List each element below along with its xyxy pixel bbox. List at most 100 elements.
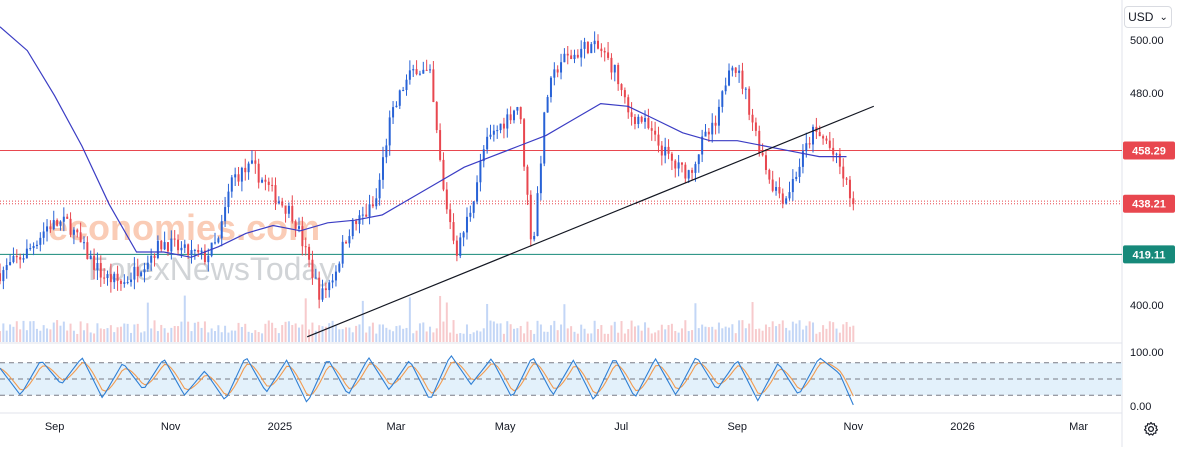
volume-bar [791,321,794,342]
candle-body [442,159,445,190]
volume-bar [388,329,391,342]
volume-bar [801,329,804,342]
volume-bar [674,330,677,342]
candle-body [49,226,52,230]
candle-body [664,146,667,156]
volume-bar [640,330,643,342]
volume-bar [284,321,287,342]
y-tick-label: 500.00 [1130,35,1164,47]
volume-bar [496,323,499,342]
volume-bar [52,322,55,342]
volume-bar [29,321,32,342]
candle-body [153,255,156,259]
candle-body [553,69,556,78]
volume-bar [22,320,25,342]
volume-bar [166,332,169,342]
settings-button[interactable] [1140,418,1162,440]
volume-bar [140,332,143,342]
candle-body [318,277,321,300]
volume-bar [738,320,741,342]
y-tick-label: 400.00 [1130,300,1164,312]
volume-bar [603,333,606,342]
volume-bar [203,321,206,342]
volume-bar [529,330,532,342]
candle-body [234,174,237,178]
volume-bar [106,328,109,342]
candle-body [328,282,331,291]
candle-body [573,54,576,60]
volume-bar [822,325,825,342]
candle-body [378,179,381,199]
candle-body [187,244,190,256]
candle-body [277,201,280,204]
currency-selector[interactable]: USD ⌄ [1124,6,1172,28]
candle-body [761,152,764,156]
candle-body [791,179,794,193]
volume-bar [187,321,190,342]
candle-body [173,238,176,240]
candle-body [9,262,12,266]
x-tick-label: Sep [45,421,65,433]
candle-body [412,69,415,71]
volume-bar [361,300,364,342]
volume-bar [136,323,139,342]
stochastic-d-line [0,361,854,397]
volume-bar [126,323,129,342]
candle-body [106,274,109,279]
candle-body [482,149,485,162]
candle-body [764,155,767,170]
volume-bar [113,332,116,342]
candle-body [86,242,89,260]
candle-body [805,143,808,152]
volume-bar [580,324,583,342]
volume-bar [465,324,468,342]
volume-bar [324,326,327,342]
candle-body [42,231,45,238]
volume-bar [291,325,294,342]
volume-bar [741,320,744,342]
volume-bar [472,332,475,342]
candle-body [449,209,452,223]
candle-body [12,256,15,263]
volume-bar [664,329,667,342]
volume-bar [751,302,754,342]
candle-body [126,282,129,284]
candle-body [351,220,354,237]
volume-bar [5,330,8,342]
candle-body [832,147,835,155]
chevron-down-icon: ⌄ [1159,11,1168,23]
candle-body [499,123,502,131]
candle-body [620,84,623,91]
volume-bar [103,329,106,342]
trendline[interactable] [306,105,875,338]
volume-bar [442,321,445,342]
candle-body [93,255,96,270]
volume-bar [714,329,717,342]
volume-bar [234,330,237,342]
volume-bar [754,329,757,342]
candle-body [381,157,384,180]
candle-body [623,90,626,98]
candle-body [119,280,122,284]
candle-body [274,185,277,204]
candle-body [69,218,72,235]
candle-body [778,187,781,194]
candle-body [254,160,257,164]
candle-body [338,263,341,272]
candle-body [197,249,200,253]
candle-body [513,110,516,121]
candle-body [287,205,290,214]
volume-bar [526,321,529,342]
volume-bar [630,320,633,342]
candle-body [395,105,398,108]
candle-body [640,116,643,122]
candle-body [146,262,149,270]
volume-bar [86,323,89,342]
volume-bar [647,327,650,342]
candle-body [227,191,230,208]
candle-body [418,73,421,75]
volume-bar [76,333,79,342]
volume-bar [9,324,12,342]
